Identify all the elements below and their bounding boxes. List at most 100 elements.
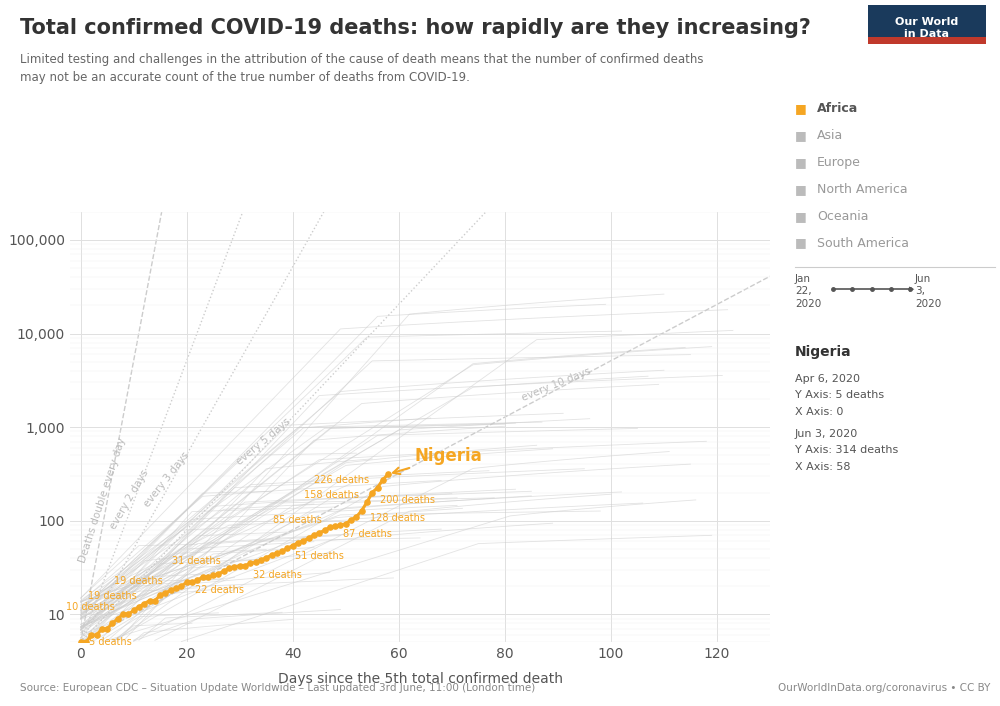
Text: 31 deaths: 31 deaths [172, 556, 221, 566]
Point [370, 482, 386, 493]
Point [73, 637, 89, 648]
X-axis label: Days since the 5th total confirmed death: Days since the 5th total confirmed death [278, 672, 562, 686]
Point [168, 582, 184, 594]
Point [232, 560, 248, 571]
Text: Jun
3,
2020: Jun 3, 2020 [915, 274, 941, 309]
Point [322, 522, 338, 533]
Point [269, 548, 285, 559]
Point [343, 514, 359, 525]
Point [359, 496, 375, 508]
Point [89, 630, 105, 641]
Text: X Axis: 58: X Axis: 58 [795, 462, 850, 472]
Text: Apr 6, 2020: Apr 6, 2020 [795, 374, 860, 384]
Point [279, 542, 295, 554]
Text: 19 deaths: 19 deaths [114, 575, 163, 586]
Point [258, 552, 274, 563]
Text: Total confirmed COVID-19 deaths: how rapidly are they increasing?: Total confirmed COVID-19 deaths: how rap… [20, 18, 811, 37]
Text: ■: ■ [795, 183, 807, 196]
Point [120, 609, 136, 620]
Point [110, 613, 126, 624]
Point [311, 527, 327, 539]
Point [348, 511, 364, 522]
Point [237, 560, 253, 571]
Text: Limited testing and challenges in the attribution of the cause of death means th: Limited testing and challenges in the at… [20, 53, 704, 84]
Text: 226 deaths: 226 deaths [314, 475, 370, 485]
Text: 128 deaths: 128 deaths [370, 513, 425, 523]
Point [99, 623, 115, 635]
Point [136, 598, 152, 609]
Point [104, 618, 120, 629]
Point [184, 577, 200, 588]
Point [157, 587, 173, 599]
Point [210, 568, 226, 580]
Point [83, 630, 99, 641]
Text: 22 deaths: 22 deaths [195, 585, 244, 594]
Text: 19 deaths: 19 deaths [88, 591, 136, 601]
Point [142, 595, 158, 606]
Point [200, 571, 216, 582]
Text: South America: South America [817, 237, 909, 249]
Text: ■: ■ [795, 210, 807, 222]
Text: every 2 days: every 2 days [108, 467, 150, 531]
Point [364, 487, 380, 498]
Point [226, 561, 242, 573]
Point [354, 505, 370, 516]
Text: every 3 days: every 3 days [142, 450, 191, 509]
Text: 158 deaths: 158 deaths [304, 490, 359, 500]
Point [189, 575, 205, 586]
Text: Nigeria: Nigeria [795, 345, 852, 359]
Point [115, 609, 131, 620]
Point [375, 474, 391, 485]
Point [317, 525, 333, 536]
Text: Asia: Asia [817, 129, 843, 142]
Point [301, 532, 317, 544]
Point [327, 521, 343, 532]
Point [253, 554, 269, 566]
Text: 32 deaths: 32 deaths [253, 570, 302, 580]
Point [78, 637, 94, 648]
Text: every 5 days: every 5 days [234, 416, 292, 467]
Text: every 10 days: every 10 days [520, 366, 592, 402]
Point [306, 530, 322, 541]
Text: 5 deaths: 5 deaths [89, 638, 131, 647]
Point [285, 540, 301, 551]
Text: OurWorldInData.org/coronavirus • CC BY: OurWorldInData.org/coronavirus • CC BY [778, 683, 990, 693]
Point [264, 549, 280, 561]
Text: Africa: Africa [817, 102, 858, 115]
Point [131, 602, 147, 613]
Text: ■: ■ [795, 102, 807, 115]
Point [126, 605, 142, 616]
Text: 200 deaths: 200 deaths [380, 495, 435, 505]
Point [221, 563, 237, 574]
Point [290, 537, 306, 549]
Point [295, 535, 311, 546]
Text: 51 deaths: 51 deaths [295, 551, 344, 561]
Text: Deaths double every day: Deaths double every day [77, 436, 127, 564]
Point [338, 518, 354, 530]
Text: 10 deaths: 10 deaths [66, 602, 115, 612]
Text: ■: ■ [795, 129, 807, 142]
Text: Oceania: Oceania [817, 210, 869, 222]
Point [332, 520, 348, 531]
Point [163, 585, 179, 596]
Text: Jan
22,
2020: Jan 22, 2020 [795, 274, 821, 309]
Point [195, 571, 211, 582]
Point [248, 556, 264, 568]
Point [179, 577, 195, 588]
Point [94, 623, 110, 635]
Point [216, 566, 232, 577]
Point [173, 580, 189, 592]
Text: Nigeria: Nigeria [393, 448, 482, 474]
Point [380, 469, 396, 480]
Text: Source: European CDC – Situation Update Worldwide – Last updated 3rd June, 11:00: Source: European CDC – Situation Update … [20, 683, 535, 693]
Text: North America: North America [817, 183, 908, 196]
Text: ▶: ▶ [909, 287, 914, 292]
Point [242, 558, 258, 569]
Text: ■: ■ [795, 156, 807, 169]
Text: Europe: Europe [817, 156, 861, 169]
Text: Y Axis: 5 deaths: Y Axis: 5 deaths [795, 390, 884, 400]
Point [152, 590, 168, 601]
Point [205, 570, 221, 581]
Text: Jun 3, 2020: Jun 3, 2020 [795, 429, 858, 439]
Point [274, 546, 290, 557]
